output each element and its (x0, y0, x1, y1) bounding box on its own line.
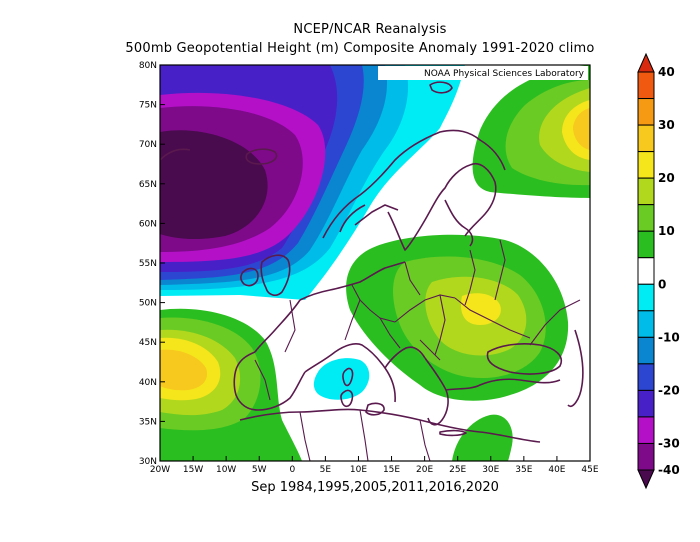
colorbar-swatch (637, 52, 655, 73)
chart-title: NCEP/NCAR Reanalysis (293, 22, 447, 37)
colorbar-swatch (637, 363, 655, 391)
colorbar-label: 40 (658, 65, 675, 79)
colorbar-swatch (637, 442, 655, 471)
anomaly-region-pos25-ne (573, 108, 590, 150)
lat-tick-label: 30N (139, 457, 157, 467)
lon-tick-label: 0 (289, 465, 295, 475)
lat-tick-label: 40N (139, 378, 157, 388)
colorbar-swatch (637, 283, 655, 312)
anomaly-region-neg40 (160, 130, 268, 240)
lat-tick-label: 75N (139, 101, 157, 111)
anomaly-region-pos5-se (452, 414, 513, 461)
lat-tick-label: 45N (139, 338, 157, 348)
colorbar-label: -20 (658, 383, 680, 397)
lon-tick-label: 40E (548, 465, 565, 475)
composite-dates: Sep 1984,1995,2005,2011,2016,2020 (251, 480, 499, 495)
lon-tick-label: 30E (482, 465, 499, 475)
lon-tick-label: 20E (416, 465, 433, 475)
colorbar-swatch (637, 257, 655, 285)
colorbar-swatch (637, 230, 655, 259)
colorbar-label: 20 (658, 171, 675, 185)
colorbar-swatch (637, 71, 655, 100)
colorbar-swatch (637, 336, 655, 365)
lat-tick-label: 60N (139, 219, 157, 229)
borders (254, 239, 581, 461)
colorbar-swatch (637, 204, 655, 232)
colorbar-label: 30 (658, 118, 675, 132)
colorbar-swatch (637, 124, 655, 153)
colorbar-swatch (637, 177, 655, 206)
colorbar-swatch (637, 98, 655, 126)
colorbar-label: -40 (658, 463, 680, 477)
anomaly-region-neg5-med (313, 358, 370, 400)
lat-tick-label: 35N (139, 417, 157, 427)
credit-box (378, 66, 588, 80)
anomaly-region-pos25-iberia (160, 349, 208, 391)
anomaly-region-pos20-ce (460, 293, 501, 325)
latitude-axis: 30N 35N 40N 45N 50N 55N 60N 65N 70N 75N 80N (139, 61, 165, 467)
colorbar-label: -10 (658, 330, 680, 344)
lon-tick-label: 15E (383, 465, 400, 475)
lat-tick-label: 70N (139, 140, 157, 150)
lon-tick-label: 10E (350, 465, 367, 475)
longitude-axis: 20W 15W 10W 5W 0 5E 10E 15E 20E 25E 30E 35E 40E 45E (150, 456, 599, 475)
coastlines (160, 81, 584, 443)
lon-tick-label: 45E (581, 465, 598, 475)
colorbar-label: 10 (658, 224, 675, 238)
colorbar-swatch (637, 469, 655, 490)
lat-tick-label: 50N (139, 299, 157, 309)
lat-tick-label: 65N (139, 180, 157, 190)
lat-tick-label: 55N (139, 259, 157, 269)
colorbar-swatch (637, 389, 655, 418)
colorbar-swatch (637, 151, 655, 179)
colorbar-label: 0 (658, 277, 666, 291)
colorbar-swatch (637, 416, 655, 444)
credit-text: NOAA Physical Sciences Laboratory (424, 69, 585, 79)
colorbar: 40 30 20 10 0 -10 -20 -30 -40 (637, 52, 680, 490)
lon-tick-label: 15W (183, 465, 203, 475)
lon-tick-label: 5E (320, 465, 332, 475)
colorbar-label: -30 (658, 436, 680, 450)
colorbar-swatch (637, 310, 655, 338)
lon-tick-label: 5W (252, 465, 267, 475)
lon-tick-label: 25E (449, 465, 466, 475)
lon-tick-label: 20W (150, 465, 170, 475)
lon-tick-label: 35E (515, 465, 532, 475)
anomaly-field (160, 65, 590, 461)
lat-tick-label: 80N (139, 61, 157, 71)
chart-subtitle: 500mb Geopotential Height (m) Composite … (125, 41, 595, 56)
lon-tick-label: 10W (216, 465, 236, 475)
